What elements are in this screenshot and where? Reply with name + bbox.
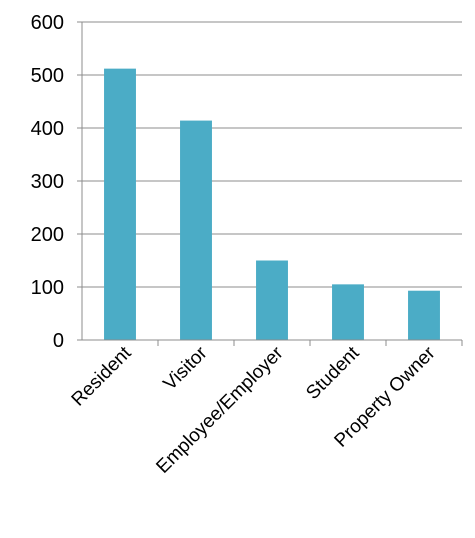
x-tick-label: Visitor [160,342,212,394]
x-tick-label: Student [302,342,364,404]
bar-employee-employer [256,260,288,340]
y-tick-label: 100 [31,277,64,299]
x-tick-label: Resident [68,342,136,410]
y-tick-label: 200 [31,224,64,246]
bars [104,68,440,340]
gridlines [82,21,462,288]
y-tick-label: 300 [31,171,64,193]
y-tick-label: 0 [53,330,64,352]
y-tick-label: 400 [31,118,64,140]
y-tick-label: 600 [31,12,64,34]
bar-property-owner [408,290,440,340]
bar-resident [104,68,136,340]
bar-visitor [180,120,212,340]
y-tick-label: 500 [31,65,64,87]
bar-student [332,284,364,340]
axes [77,21,463,346]
y-tick-labels: 0 100 200 300 400 500 600 [31,12,64,352]
x-tick-label: Employee/Employer [152,342,288,478]
